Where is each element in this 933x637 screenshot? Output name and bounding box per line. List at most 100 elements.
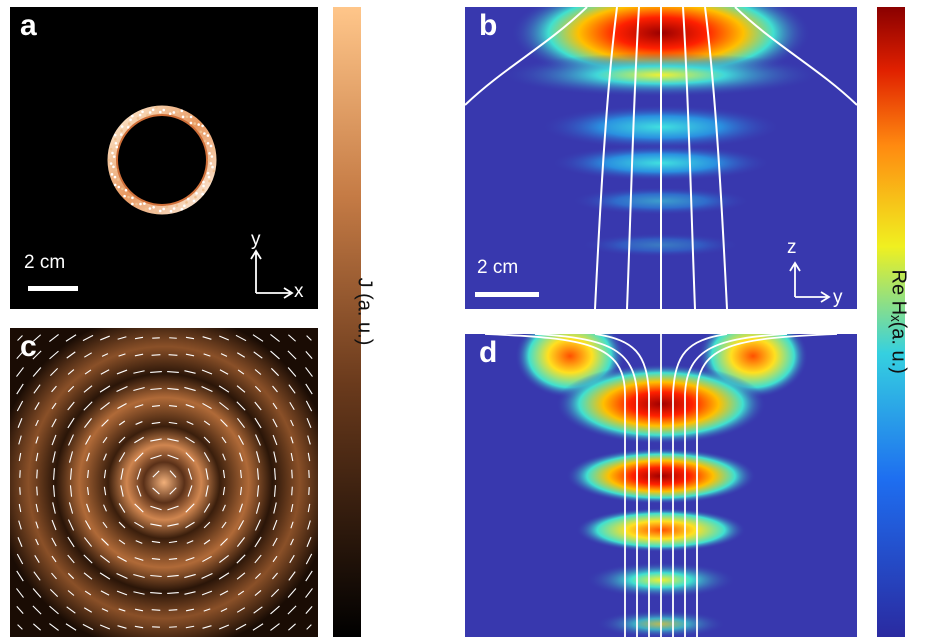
current-vector — [32, 623, 42, 631]
current-vector — [35, 503, 39, 513]
current-vector — [17, 418, 23, 428]
current-vector — [134, 625, 144, 629]
current-vector — [68, 502, 74, 514]
current-vector — [135, 540, 143, 544]
ring-speckle — [110, 173, 114, 176]
current-vector — [288, 571, 296, 581]
ring-speckle — [169, 209, 173, 213]
ring-speckle — [113, 133, 117, 137]
current-vector — [67, 401, 75, 411]
current-vector — [134, 503, 144, 513]
current-vector — [135, 421, 143, 425]
current-vector — [65, 334, 77, 342]
current-vector — [218, 385, 230, 393]
current-vector — [83, 401, 93, 411]
current-vector — [16, 383, 24, 395]
scale-label-b: 2 cm — [477, 257, 519, 278]
ring-speckle — [127, 122, 131, 125]
current-vector — [16, 553, 24, 565]
current-vector — [291, 469, 293, 479]
current-vector — [287, 588, 297, 598]
ring-speckle — [180, 109, 184, 113]
current-vector — [254, 554, 262, 564]
ring-speckle — [152, 205, 155, 209]
ring-speckle — [113, 175, 117, 179]
current-vector — [134, 336, 144, 340]
colorbar-field — [877, 7, 905, 637]
current-vector — [185, 625, 195, 629]
current-vector — [51, 434, 57, 446]
ring-speckle — [197, 123, 200, 126]
current-vector — [51, 402, 57, 410]
current-vector — [134, 521, 144, 529]
ring-speckle — [202, 184, 205, 188]
current-vector — [240, 469, 242, 479]
current-vector — [184, 573, 196, 579]
current-vector — [83, 572, 93, 580]
current-vector — [49, 350, 59, 360]
current-vector — [116, 386, 128, 392]
scale-label-a: 2 cm — [24, 252, 66, 273]
current-vector — [150, 438, 162, 442]
current-vector — [203, 608, 211, 612]
current-vector — [220, 608, 228, 612]
current-vector — [167, 505, 179, 511]
ring-speckle — [206, 171, 210, 175]
current-vector — [270, 367, 280, 377]
current-vector — [202, 402, 212, 410]
current-vector — [83, 385, 93, 393]
current-vector — [150, 505, 162, 511]
current-vector — [289, 554, 295, 564]
current-ring — [107, 105, 217, 215]
current-vector — [252, 623, 264, 631]
current-vector — [116, 573, 128, 579]
current-vector — [219, 590, 229, 596]
current-vector — [67, 385, 75, 393]
current-vector — [118, 436, 126, 444]
ring-speckle — [113, 183, 117, 187]
current-vector — [305, 588, 313, 598]
current-vector — [134, 557, 144, 561]
current-vector — [168, 354, 178, 356]
ring-speckle — [112, 155, 116, 158]
current-vector — [307, 520, 311, 530]
current-vector — [306, 624, 312, 630]
ring-speckle — [202, 180, 205, 184]
ring-speckle — [175, 204, 179, 207]
current-vector — [84, 352, 92, 358]
ring-speckle — [109, 147, 113, 151]
current-vector — [218, 624, 230, 630]
current-vector — [273, 502, 277, 514]
ring-speckle — [131, 114, 134, 118]
current-vector — [222, 453, 226, 461]
current-vector — [256, 468, 260, 480]
ring-speckle — [124, 188, 128, 192]
current-vector — [270, 588, 280, 598]
current-vector — [203, 420, 211, 426]
ring-speckle — [126, 126, 130, 129]
current-vector — [67, 554, 75, 564]
current-vector — [150, 523, 162, 527]
current-vector — [167, 370, 179, 374]
current-vector — [18, 503, 22, 513]
current-vector — [150, 454, 162, 460]
ring-speckle — [189, 115, 193, 119]
current-vector — [220, 353, 228, 357]
current-vector — [86, 503, 90, 513]
current-vector — [167, 438, 179, 442]
current-vector — [203, 452, 211, 462]
current-vector — [185, 557, 195, 561]
current-vector — [185, 436, 195, 444]
ring-speckle — [123, 194, 126, 198]
current-vector — [187, 468, 193, 480]
ring-speckles — [107, 105, 216, 215]
current-vector — [34, 402, 40, 410]
current-vector — [68, 434, 74, 446]
current-vector — [203, 503, 211, 513]
ring-speckle — [115, 145, 119, 149]
current-vector — [167, 523, 179, 527]
ring-speckle — [114, 137, 117, 141]
current-vector — [18, 435, 22, 445]
current-vector — [221, 436, 227, 444]
current-vector — [117, 625, 127, 629]
